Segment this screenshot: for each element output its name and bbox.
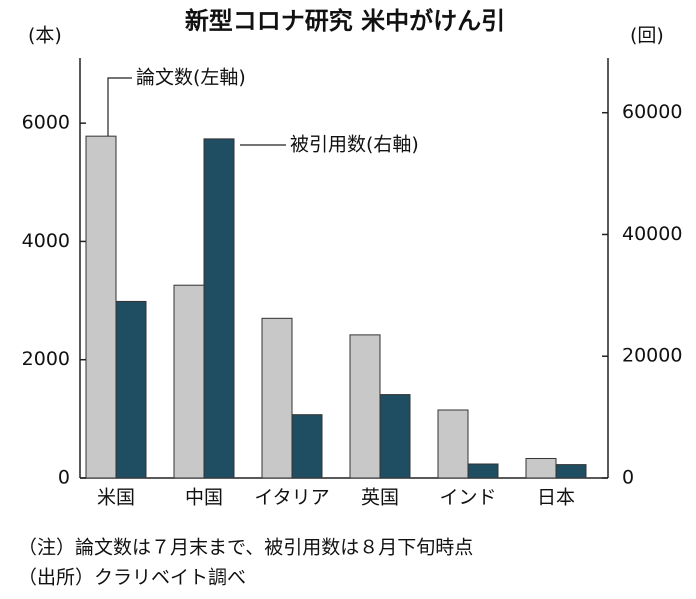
- bar: [173, 284, 205, 479]
- y-tick-label: 2000: [22, 348, 70, 370]
- y-tick-label: 6000: [22, 112, 70, 134]
- leader-line: [107, 77, 132, 136]
- bar: [291, 414, 323, 479]
- bar: [85, 135, 117, 479]
- x-tick-label: イタリア: [254, 487, 329, 509]
- note: （出所）クラリベイト調べ: [18, 567, 246, 589]
- bar: [115, 300, 147, 479]
- bar: [203, 138, 235, 479]
- y-unit: (本): [28, 25, 62, 47]
- bar: [525, 457, 557, 479]
- y2-tick-label: 40000: [622, 223, 682, 245]
- y-tick-label: 4000: [22, 230, 70, 252]
- x-tick-label: インド: [439, 487, 496, 509]
- legend-label: 論文数(左軸): [136, 67, 246, 89]
- y2-tick-label: 60000: [622, 101, 682, 123]
- x-tick-label: 中国: [185, 487, 223, 509]
- y2-unit: (回): [630, 25, 664, 47]
- y2-tick-label: 20000: [622, 345, 682, 367]
- bar: [261, 317, 293, 479]
- bar: [437, 409, 469, 479]
- x-tick-label: 日本: [537, 487, 575, 509]
- bar: [467, 463, 499, 479]
- bar: [555, 464, 587, 479]
- x-tick-label: 英国: [361, 487, 399, 509]
- chart-title: 新型コロナ研究 米中がけん引: [185, 7, 505, 35]
- bar: [349, 334, 381, 479]
- x-tick-label: 米国: [97, 487, 135, 509]
- note: （注）論文数は７月末まで、被引用数は８月下旬時点: [18, 537, 473, 559]
- y2-tick-label: 0: [622, 467, 634, 489]
- y-tick-label: 0: [58, 467, 70, 489]
- bar: [379, 394, 411, 479]
- legend-label: 被引用数(右軸): [290, 134, 419, 156]
